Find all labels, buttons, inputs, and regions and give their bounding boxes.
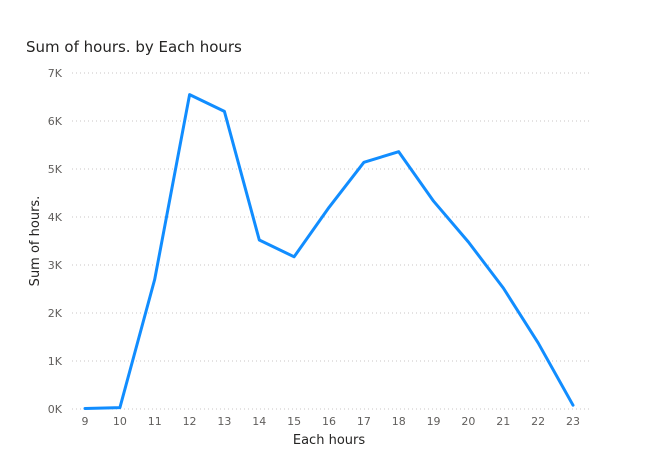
y-tick-label: 0K — [48, 403, 63, 416]
series-group — [82, 92, 576, 412]
data-point[interactable] — [361, 159, 367, 165]
data-point[interactable] — [291, 254, 297, 260]
data-point[interactable] — [535, 340, 541, 346]
data-point[interactable] — [256, 237, 262, 243]
data-point[interactable] — [396, 149, 402, 155]
data-point[interactable] — [326, 204, 332, 210]
x-axis-ticks: 9 10 11 12 13 14 15 16 17 18 19 20 21 22 23 — [82, 415, 581, 428]
x-tick-label: 11 — [148, 415, 162, 428]
x-tick-label: 15 — [287, 415, 301, 428]
x-tick-label: 22 — [531, 415, 545, 428]
data-point[interactable] — [117, 405, 123, 411]
chart-title: Sum of hours. by Each hours — [26, 38, 242, 56]
y-tick-label: 6K — [48, 115, 63, 128]
y-tick-label: 2K — [48, 307, 63, 320]
data-point[interactable] — [431, 198, 437, 204]
data-point[interactable] — [500, 285, 506, 291]
data-point[interactable] — [465, 239, 471, 245]
y-tick-label: 1K — [48, 355, 63, 368]
data-point[interactable] — [187, 92, 193, 98]
y-tick-label: 7K — [48, 67, 63, 80]
data-point[interactable] — [570, 402, 576, 408]
x-tick-label: 10 — [113, 415, 127, 428]
x-tick-label: 12 — [183, 415, 197, 428]
data-point[interactable] — [221, 108, 227, 114]
data-point[interactable] — [82, 406, 88, 412]
x-tick-label: 14 — [252, 415, 266, 428]
x-tick-label: 19 — [427, 415, 441, 428]
x-tick-label: 18 — [392, 415, 406, 428]
x-tick-label: 21 — [496, 415, 510, 428]
x-axis-title: Each hours — [293, 433, 365, 448]
y-axis-title: Sum of hours. — [28, 196, 43, 287]
x-tick-label: 13 — [217, 415, 231, 428]
x-tick-label: 16 — [322, 415, 336, 428]
data-point[interactable] — [152, 276, 158, 282]
x-tick-label: 23 — [566, 415, 580, 428]
y-axis-ticks: 0K 1K 2K 3K 4K 5K 6K 7K — [48, 67, 63, 416]
gridlines — [72, 72, 590, 410]
y-tick-label: 5K — [48, 163, 63, 176]
series-line-0[interactable] — [83, 93, 575, 410]
y-tick-label: 4K — [48, 211, 63, 224]
x-tick-label: 9 — [82, 415, 89, 428]
x-tick-label: 17 — [357, 415, 371, 428]
y-tick-label: 3K — [48, 259, 63, 272]
x-tick-label: 20 — [461, 415, 475, 428]
